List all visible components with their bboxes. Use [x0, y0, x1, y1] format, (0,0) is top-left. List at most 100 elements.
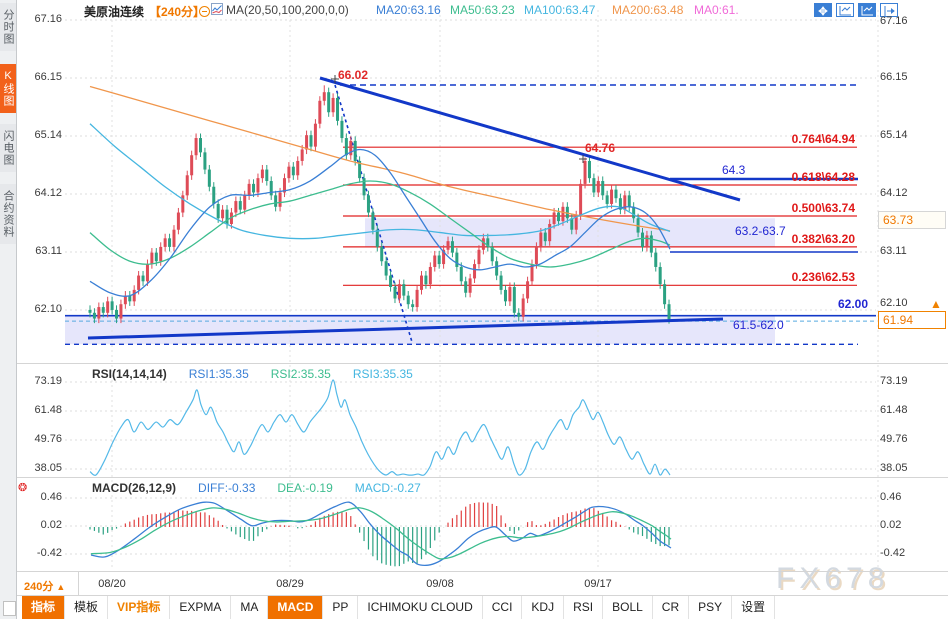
toolbar-item-kdj[interactable]: KDJ	[522, 596, 565, 619]
price-up-arrow-icon: ▲	[930, 297, 942, 311]
ma100-value-label: MA100:63.47	[524, 3, 596, 17]
axis-rsi-right-3: 38.05	[880, 462, 908, 474]
toolbar-item-psy[interactable]: PSY	[689, 596, 733, 619]
resistance-643-label: 64.3	[722, 163, 746, 177]
macd-value-label: MACD:-0.27	[354, 481, 421, 495]
support-resistance-zones	[65, 218, 775, 345]
indicator-toolbar: 指标 模板 VIP指标 EXPMA MA MACD PP ICHIMOKU CL…	[17, 596, 948, 619]
divider-dates-toolbar	[17, 595, 948, 596]
axis-main-right-0: 67.16	[880, 15, 908, 27]
toolbar-item-vip-indicators[interactable]: VIP指标	[108, 596, 171, 619]
toolbar-item-macd[interactable]: MACD	[268, 596, 324, 619]
axis-main-left-2: 65.14	[34, 129, 62, 141]
upper-price-tag: 63.73	[878, 211, 946, 229]
sidebar-tab-lightning[interactable]: 闪电图	[0, 124, 16, 172]
swing-high-annotation: 64.76	[585, 141, 616, 155]
macd-header: MACD(26,12,9) DIFF:-0.33 DEA:-0.19 MACD:…	[92, 481, 421, 495]
mini-chart-icon[interactable]	[211, 3, 223, 15]
axis-rsi-left-3: 38.05	[34, 462, 62, 474]
divider-macd-dates	[17, 571, 948, 572]
level-lines	[65, 84, 876, 346]
sidebar-footer-box	[3, 601, 16, 616]
alert-6200-label: 62.00	[838, 297, 869, 311]
macd-name-label: MACD(26,12,9)	[92, 481, 177, 495]
axis-main-left-1: 66.15	[34, 71, 62, 83]
date-axis: 240分 ▲ 08/20 08/29 09/08 09/17	[0, 572, 948, 595]
rsi-header: RSI(14,14,14) RSI1:35.35 RSI2:35.35 RSI3…	[92, 367, 413, 381]
toolbar-item-pp[interactable]: PP	[323, 596, 359, 619]
axis-scale-icon[interactable]	[858, 3, 876, 17]
ma20-value-label: MA20:63.16	[376, 3, 441, 17]
fib-label-0764[interactable]: 0.764\64.94	[791, 132, 855, 146]
divider-main-rsi	[17, 363, 948, 364]
ma50-value-label: MA50:63.23	[450, 3, 515, 17]
axis-macd-right-0: 0.46	[880, 491, 902, 503]
date-tick-2: 09/08	[426, 578, 454, 590]
axis-macd-right-2: -0.42	[880, 547, 906, 559]
toolbar-item-settings[interactable]: 设置	[732, 596, 776, 619]
fibonacci-lines	[343, 146, 857, 286]
rsi2-value-label: RSI2:35.35	[270, 367, 331, 381]
fx678-watermark: FX678	[776, 562, 890, 595]
sidebar-tab-kline[interactable]: K线图	[0, 64, 16, 113]
fib-label-0500[interactable]: 0.500\63.74	[791, 201, 855, 215]
toolbar-item-templates[interactable]: 模板	[65, 596, 109, 619]
date-tick-1: 08/29	[276, 578, 304, 590]
sidebar-tab-contract-info[interactable]: 合约资料	[0, 184, 16, 244]
fib-label-0236[interactable]: 0.236\62.53	[791, 270, 855, 284]
collapse-circle-icon[interactable]	[199, 6, 210, 17]
timeframe-axis-label[interactable]: 240分 ▲	[24, 581, 66, 593]
axis-main-left-4: 63.11	[35, 245, 62, 257]
axis-macd-left-0: 0.46	[40, 491, 62, 503]
divider-rsi-macd	[17, 477, 948, 478]
axis-macd-left-2: -0.42	[36, 547, 62, 559]
toolbar-item-ma[interactable]: MA	[231, 596, 269, 619]
pane-settings-icon[interactable]: ❂	[18, 482, 28, 494]
rsi-line	[89, 379, 671, 476]
axis-main-right-1: 66.15	[880, 71, 908, 83]
axis-main-right-5: 62.10	[880, 297, 908, 309]
fib-label-0618[interactable]: 0.618\64.28	[791, 170, 855, 184]
axis-main-right-3: 64.12	[880, 187, 908, 199]
axis-main-left-0: 67.16	[34, 13, 62, 25]
ma200-value-label: MA200:63.48	[612, 3, 684, 17]
date-tick-0: 08/20	[98, 578, 126, 590]
peak-high-annotation: 66.02	[338, 68, 369, 82]
toolbar-item-rsi[interactable]: RSI	[564, 596, 604, 619]
macd-diff-label: DIFF:-0.33	[198, 481, 256, 495]
moving-averages	[89, 85, 671, 297]
axis-main-right-4: 63.11	[880, 245, 907, 257]
toolbar-item-cci[interactable]: CCI	[483, 596, 523, 619]
sidebar-tab-timeshare[interactable]: 分时图	[0, 3, 16, 51]
macd-dea-label: DEA:-0.19	[277, 481, 333, 495]
axis-macd-right-1: 0.02	[880, 519, 902, 531]
pan-icon[interactable]	[814, 3, 832, 17]
axis-macd-left-1: 0.02	[40, 519, 62, 531]
rsi1-value-label: RSI1:35.35	[188, 367, 249, 381]
axis-rsi-left-1: 61.48	[34, 404, 62, 416]
axis-main-right-2: 65.14	[880, 129, 908, 141]
chart-window-icons	[814, 3, 898, 17]
axis-shift-right-icon[interactable]	[880, 3, 898, 17]
left-sidebar: 分时图 K线图 闪电图 合约资料	[0, 0, 17, 619]
trendlines	[87, 75, 741, 340]
axis-rsi-left-0: 73.19	[34, 375, 62, 387]
fib-label-0382[interactable]: 0.382\63.20	[791, 232, 855, 246]
timeframe-label: 【240分】	[149, 5, 206, 19]
axis-main-left-3: 64.12	[34, 187, 62, 199]
toolbar-item-ichimoku-cloud[interactable]: ICHIMOKU CLOUD	[358, 596, 483, 619]
toolbar-item-boll[interactable]: BOLL	[603, 596, 653, 619]
zone-mid-label: 63.2-63.7	[735, 224, 786, 238]
axis-fit-left-icon[interactable]	[836, 3, 854, 17]
zone-low-label: 61.5-62.0	[733, 318, 784, 332]
rsi-name-label: RSI(14,14,14)	[92, 367, 167, 381]
axis-rsi-right-1: 61.48	[880, 404, 908, 416]
date-tick-3: 09/17	[584, 578, 612, 590]
toolbar-item-indicators[interactable]: 指标	[22, 596, 66, 619]
toolbar-item-expma[interactable]: EXPMA	[170, 596, 232, 619]
axis-rsi-left-2: 49.76	[34, 433, 62, 445]
axis-rsi-right-2: 49.76	[880, 433, 908, 445]
toolbar-item-cr[interactable]: CR	[653, 596, 690, 619]
